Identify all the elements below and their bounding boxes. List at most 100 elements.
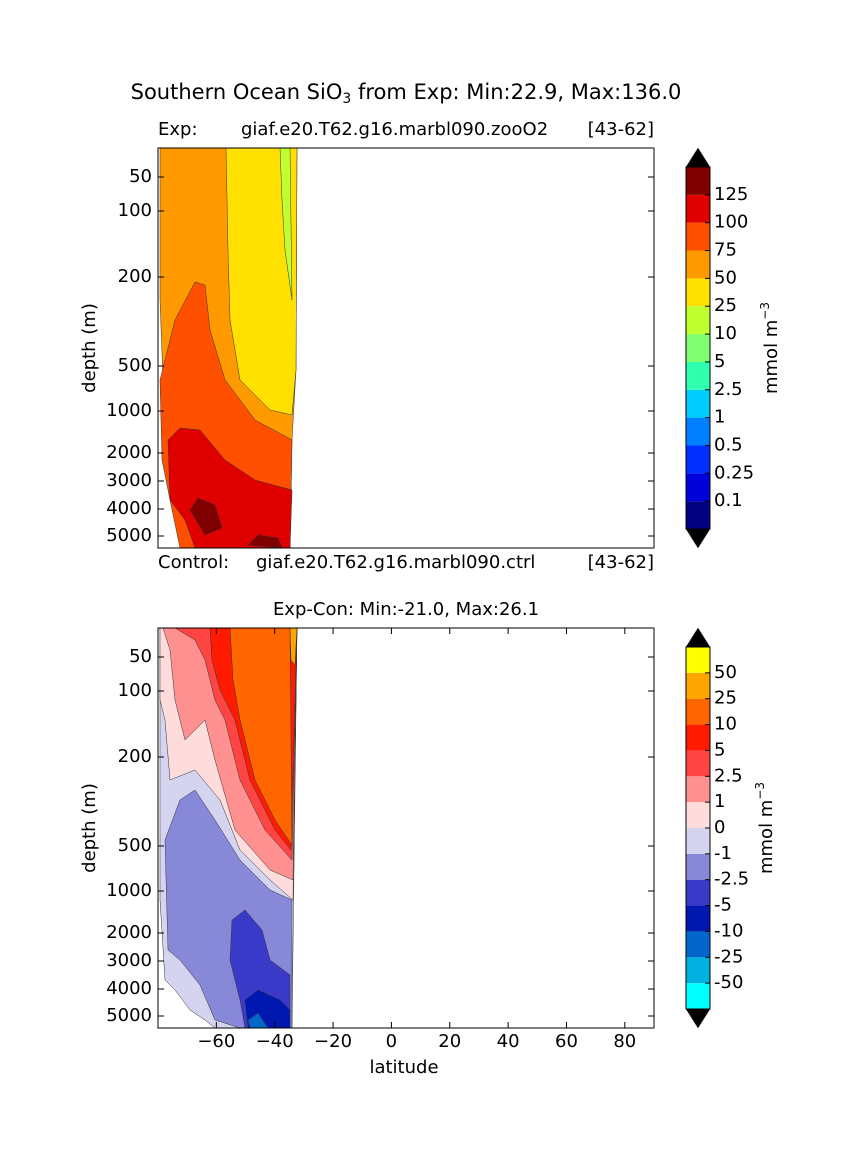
y-tick-label: 4000	[106, 498, 152, 519]
y-axis-label: depth (m)	[79, 783, 100, 873]
contours-bottom	[159, 627, 298, 1029]
colorbar-box	[686, 194, 710, 223]
y-tick-label: 1000	[106, 400, 152, 421]
colorbar-tick-label: 25	[714, 295, 737, 316]
colorbar-tick-label: -1	[714, 843, 732, 864]
colorbar-box	[686, 957, 710, 984]
colorbar-box	[686, 776, 710, 803]
title-sub: 3	[342, 91, 351, 107]
colorbar-tick-label: 125	[714, 184, 748, 205]
colorbar-tick-label: -2.5	[714, 869, 749, 890]
colorbar-box	[686, 750, 710, 777]
panel-label-left: Control:	[158, 552, 229, 573]
contour-fill	[189, 497, 223, 536]
colorbar-box	[686, 278, 710, 307]
panel-label-center: giaf.e20.T62.g16.marbl090.ctrl	[256, 552, 535, 573]
colorbar-box	[686, 724, 710, 751]
x-tick-label: −20	[314, 1031, 352, 1052]
contour-fill	[229, 627, 293, 846]
colorbar-box	[686, 672, 710, 699]
colorbar-box	[686, 647, 710, 673]
colorbar-box	[686, 853, 710, 880]
colorbar-box	[686, 417, 710, 446]
colorbar-label: mmol m−3	[758, 302, 783, 394]
colorbar-tick-label: 5	[714, 351, 725, 372]
y-tick-label: 4000	[106, 978, 152, 999]
y-tick-label: 3000	[106, 950, 152, 971]
y-tick-label: 50	[129, 166, 152, 187]
x-tick-label: −60	[197, 1031, 235, 1052]
colorbar-tick-label: 5	[714, 739, 725, 760]
colorbar-tick-label: 0	[714, 817, 725, 838]
colorbar-tick-label: 0.25	[714, 462, 754, 483]
colorbar-box	[686, 931, 710, 958]
colorbar-box	[686, 167, 710, 195]
y-tick-label: 2000	[106, 442, 152, 463]
panel-label-right: [43-62]	[588, 119, 654, 140]
colorbar-box	[686, 306, 710, 335]
colorbar-box	[686, 389, 710, 418]
colorbar-tick-label: 75	[714, 240, 737, 261]
y-tick-label: 1000	[106, 880, 152, 901]
title-main: Southern Ocean SiO	[131, 80, 343, 104]
contours-top	[159, 147, 298, 549]
x-tick-label: 20	[438, 1031, 461, 1052]
y-tick-label: 500	[118, 355, 152, 376]
x-tick-label: 60	[555, 1031, 578, 1052]
y-tick-label: 100	[118, 680, 152, 701]
y-tick-label: 200	[118, 266, 152, 287]
y-axis-label: depth (m)	[79, 303, 100, 393]
x-tick-label: −40	[256, 1031, 294, 1052]
y-tick-label: 5000	[106, 1005, 152, 1026]
colorbar-box	[686, 802, 710, 828]
colorbar-tick-label: -50	[714, 972, 743, 993]
colorbar-box	[686, 698, 710, 725]
x-tick-label: 40	[497, 1031, 520, 1052]
colorbar-tick-label: 2.5	[714, 765, 743, 786]
colorbar-box	[686, 879, 710, 906]
panel-label-left: Exp:	[158, 119, 198, 140]
colorbar-tick-label: -10	[714, 920, 743, 941]
y-tick-label: 100	[118, 200, 152, 221]
colorbar-box	[686, 905, 710, 932]
contour-fill	[225, 147, 298, 416]
colorbar-tick-label: -5	[714, 895, 732, 916]
colorbar-label-main: mmol m	[761, 320, 782, 394]
colorbar-box	[686, 222, 710, 251]
panel-label-center: giaf.e20.T62.g16.marbl090.zooO2	[241, 119, 548, 140]
colorbar-tick-label: 100	[714, 212, 748, 233]
title-rest: from Exp: Min:22.9, Max:136.0	[351, 80, 681, 104]
colorbar-tick-label: 50	[714, 662, 737, 683]
colorbar-extend	[685, 1008, 711, 1029]
colorbar-tick-label: 1	[714, 407, 725, 428]
colorbar-box	[686, 361, 710, 390]
x-tick-label: 0	[386, 1031, 397, 1052]
panel-label-right: [43-62]	[588, 552, 654, 573]
colorbar-tick-label: 25	[714, 688, 737, 709]
colorbar-tick-label: 10	[714, 714, 737, 735]
colorbar-frame	[685, 166, 711, 530]
x-tick-label: 80	[613, 1031, 636, 1052]
plot-frame	[157, 147, 655, 549]
colorbar-box	[686, 250, 710, 279]
colorbar-tick-label: 10	[714, 323, 737, 344]
colorbar-tick-label: 0.5	[714, 434, 743, 455]
colorbar-extend	[685, 627, 711, 648]
figure-title: Southern Ocean SiO3 from Exp: Min:22.9, …	[131, 80, 682, 107]
plot-frame	[157, 627, 655, 1029]
colorbar-extend	[685, 147, 711, 168]
y-tick-label: 5000	[106, 525, 152, 546]
colorbar-tick-label: -25	[714, 946, 743, 967]
y-tick-label: 50	[129, 646, 152, 667]
colorbar-tick-label: 0.1	[714, 490, 743, 511]
colorbar-box	[686, 473, 710, 502]
colorbar-box	[686, 828, 710, 854]
colorbar-label-main: mmol m	[756, 800, 777, 874]
colorbar-box	[686, 983, 710, 1009]
colorbar-extend	[685, 528, 711, 549]
colorbar-tick-label: 50	[714, 267, 737, 288]
x-axis-label: latitude	[369, 1057, 438, 1078]
colorbar-label-sup: −3	[758, 302, 772, 320]
y-tick-label: 500	[118, 835, 152, 856]
